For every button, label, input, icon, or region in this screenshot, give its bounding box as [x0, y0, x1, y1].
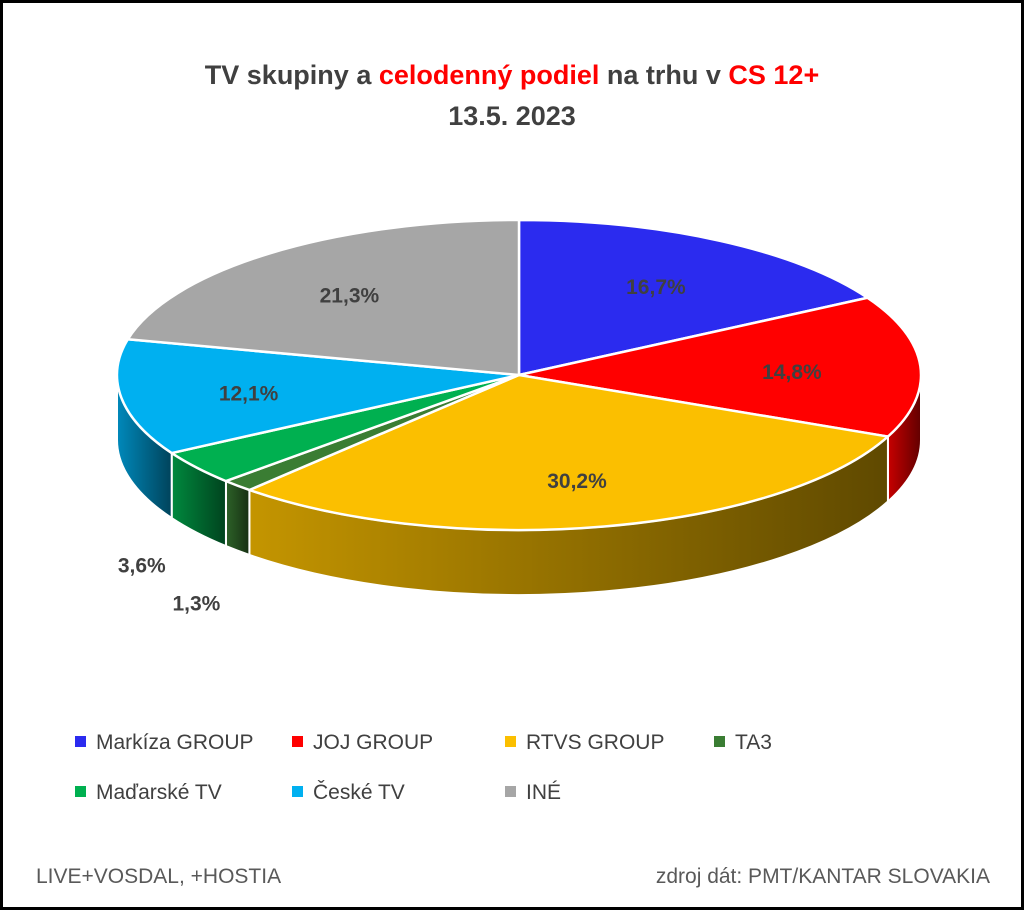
- pie-slice-in: [126, 218, 521, 377]
- title-part-2: celodenný podiel: [378, 60, 600, 90]
- legend-label: Maďarské TV: [96, 781, 222, 804]
- chart-title: TV skupiny a celodenný podiel na trhu v …: [3, 55, 1021, 137]
- pie-slice-rtvs-group: [248, 373, 890, 532]
- legend-item-joj: JOJ GROUP: [292, 728, 433, 758]
- pie-slices: [115, 218, 923, 532]
- pie-slice-mark-za-group: [517, 218, 869, 377]
- title-part-4: CS 12+: [728, 60, 820, 90]
- legend-label: INÉ: [526, 781, 562, 804]
- legend-item-ta3: TA3: [714, 728, 772, 758]
- title-part-1: TV skupiny a: [204, 60, 379, 90]
- title-line-1: TV skupiny a celodenný podiel na trhu v …: [3, 55, 1021, 96]
- legend-swatch: [75, 735, 86, 747]
- data-label-ta3: 1,3%: [172, 593, 220, 616]
- pie-side-ta3: [224, 479, 251, 557]
- pie-data-labels: 16,7% 14,8% 30,2% 1,3% 3,6% 12,1% 21,3%: [118, 276, 822, 616]
- title-part-3: na trhu v: [599, 60, 729, 90]
- pie-slice-esk-tv: [115, 338, 521, 455]
- legend-item-rtvs: RTVS GROUP: [505, 728, 664, 758]
- data-label-joj-group: 14,8%: [762, 361, 822, 384]
- footer-source: zdroj dát: PMT/KANTAR SLOVAKIA: [655, 865, 990, 888]
- footer-note: LIVE+VOSDAL, +HOSTIA: [36, 865, 282, 888]
- legend-swatch: [505, 785, 516, 797]
- legend-label: RTVS GROUP: [526, 731, 665, 754]
- legend-swatch: [714, 735, 725, 747]
- legend-label: TA3: [735, 731, 772, 754]
- legend-swatch: [292, 785, 303, 797]
- legend-swatch: [75, 785, 86, 797]
- legend-swatch: [505, 735, 516, 747]
- legend-item-ine: INÉ: [505, 778, 561, 808]
- legend-label: České TV: [313, 781, 405, 804]
- data-label-mark-za-group: 16,7%: [626, 276, 686, 299]
- legend-item-ceske: České TV: [292, 778, 405, 808]
- data-label-esk-tv: 12,1%: [219, 383, 279, 406]
- legend-label: Markíza GROUP: [96, 731, 254, 754]
- legend-swatch: [292, 735, 303, 747]
- title-line-2: 13.5. 2023: [448, 101, 576, 131]
- data-label-ma-arsk-tv: 3,6%: [118, 555, 166, 578]
- pie-slice-joj-group: [517, 296, 923, 438]
- data-label-rtvs-group: 30,2%: [547, 470, 607, 493]
- legend-item-markiza: Markíza GROUP: [75, 728, 254, 758]
- pie-chart: 16,7% 14,8% 30,2% 1,3% 3,6% 12,1% 21,3%: [115, 218, 923, 616]
- legend-label: JOJ GROUP: [313, 731, 434, 754]
- legend-item-madarske: Maďarské TV: [75, 778, 222, 808]
- data-label-in: 21,3%: [320, 284, 380, 307]
